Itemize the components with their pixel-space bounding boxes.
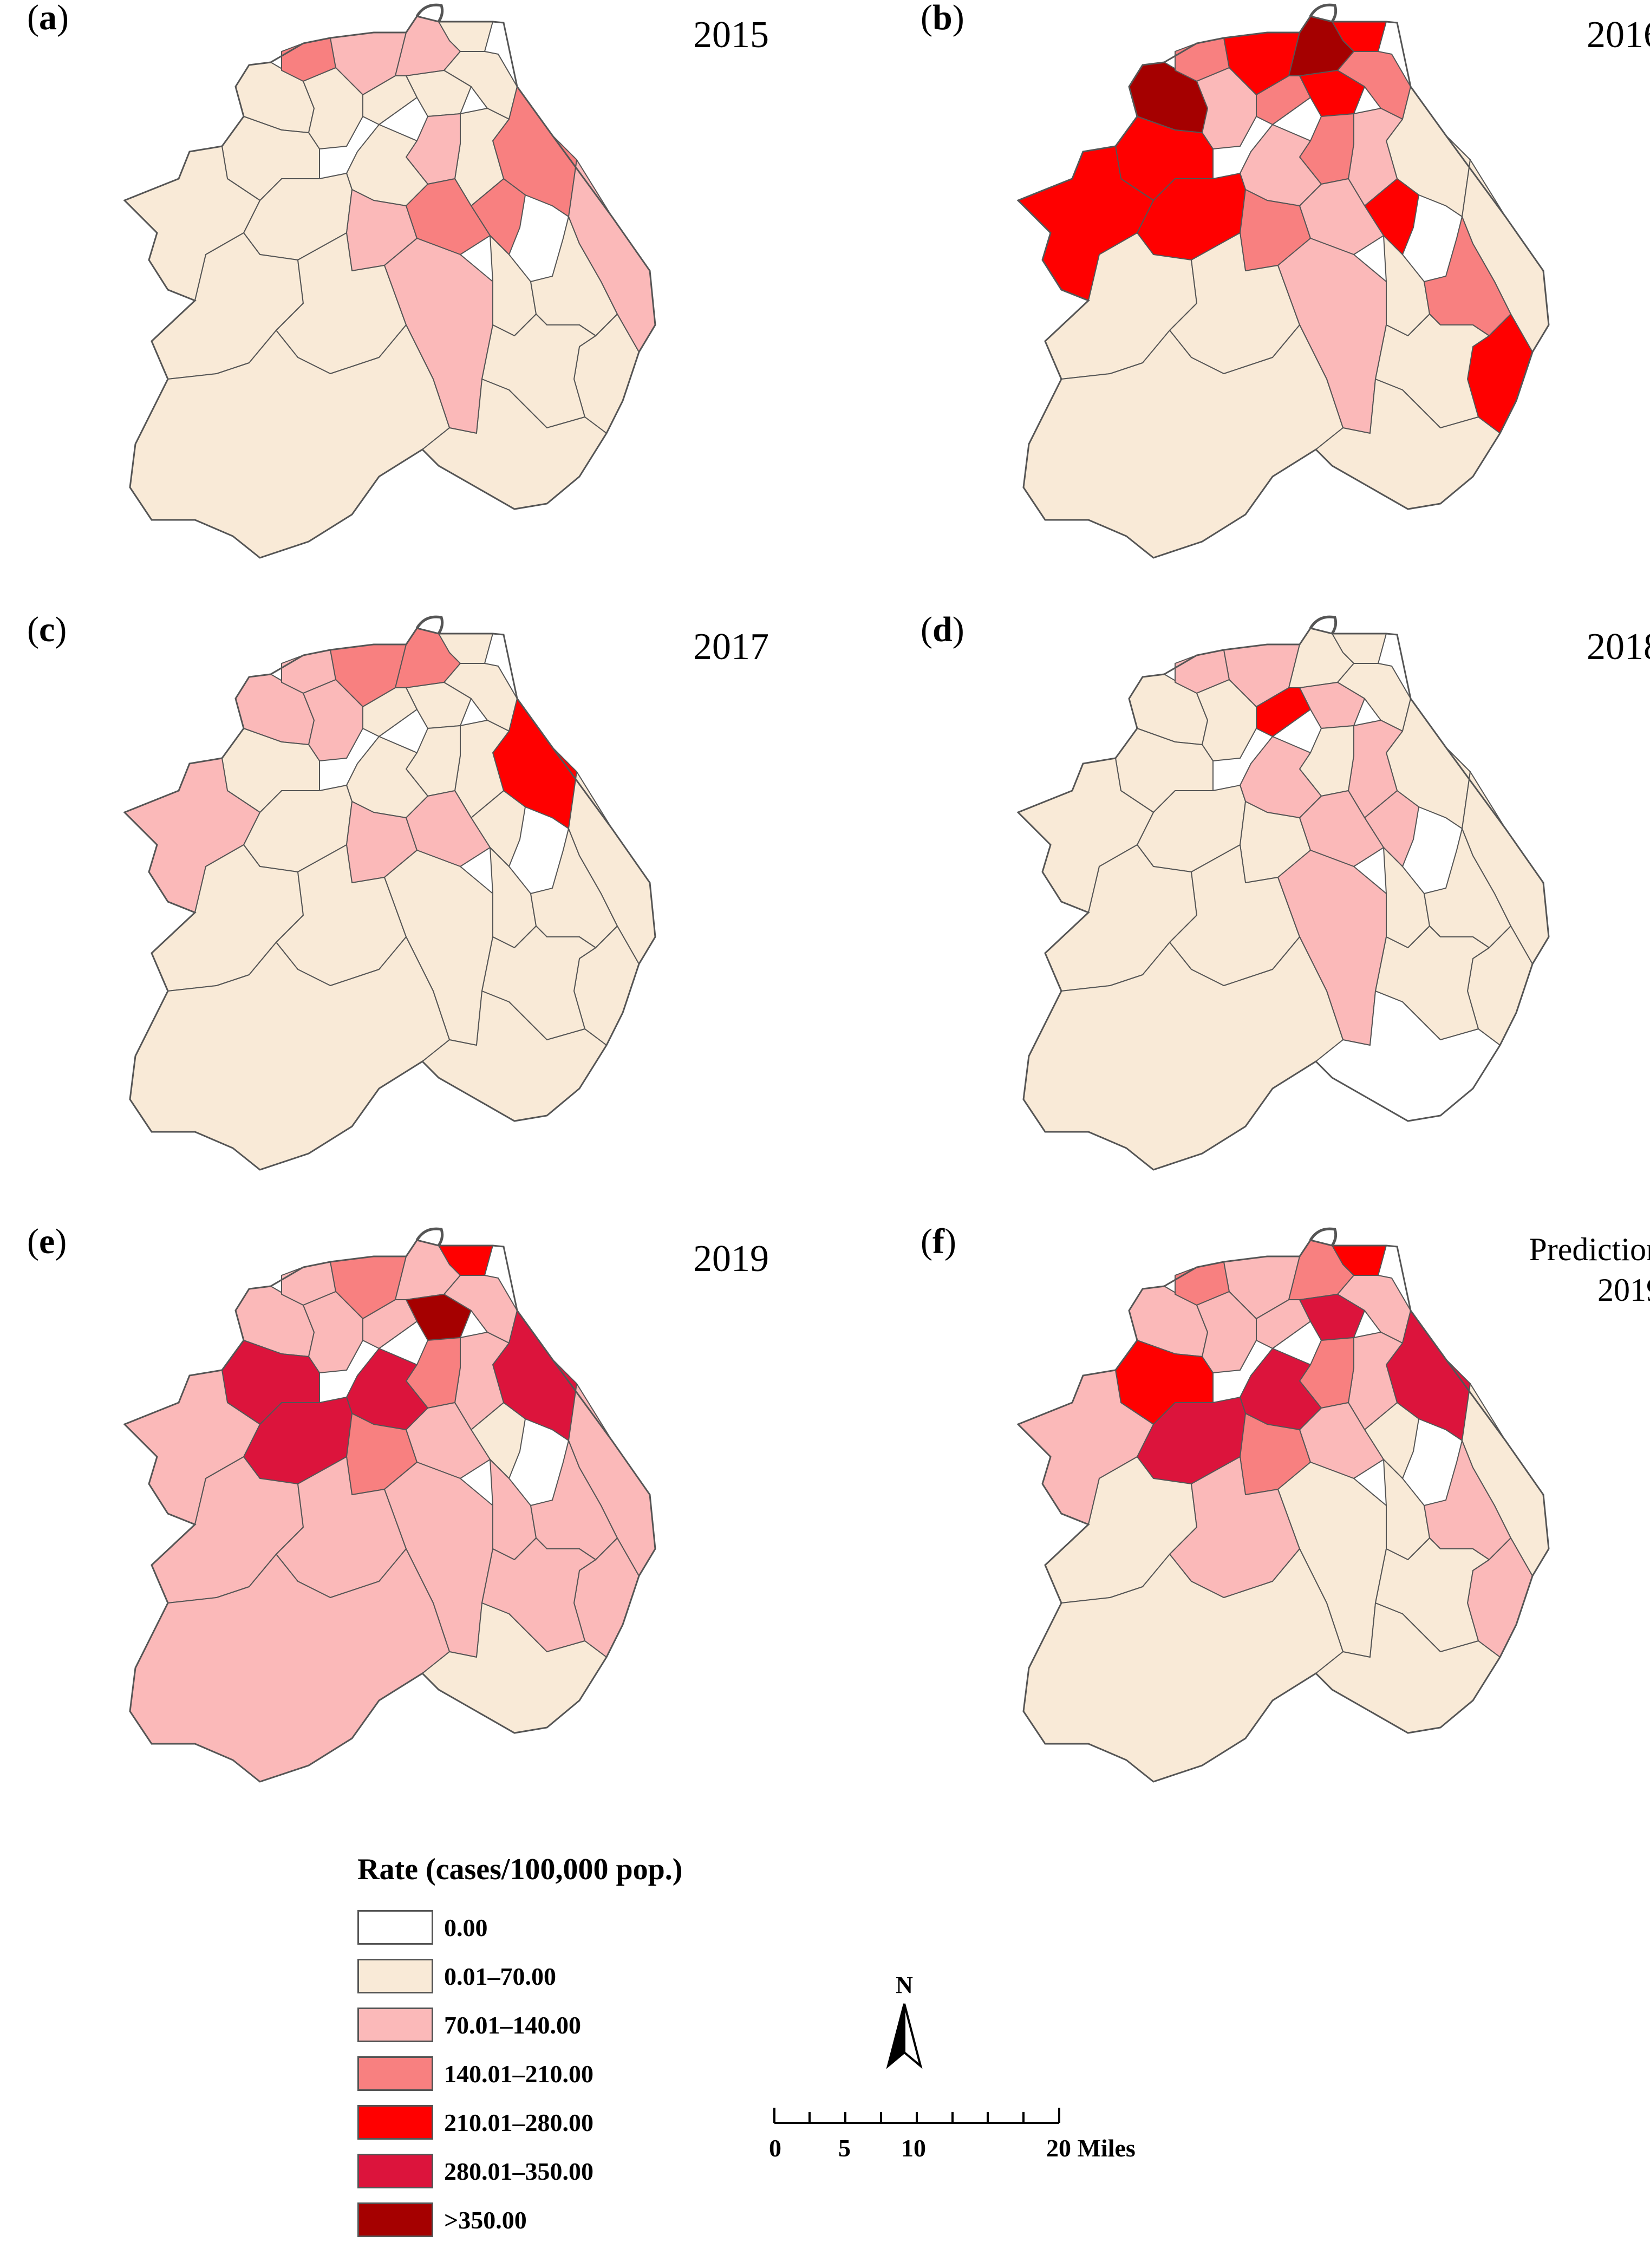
legend-item: 140.01–210.00 <box>357 2049 845 2098</box>
legend-label: 140.01–210.00 <box>444 2060 594 2088</box>
coastline-spit <box>1309 1227 1338 1247</box>
map-outline <box>1016 627 1550 1171</box>
choropleth-map-c <box>123 615 656 1171</box>
panel-letter-open: ( <box>921 610 932 649</box>
panel-title-line-1: Prediction <box>1529 1231 1650 1267</box>
legend-label: >350.00 <box>444 2206 527 2234</box>
panel-letter-d: (d) <box>921 612 964 648</box>
panel-letter-open: ( <box>27 0 39 37</box>
map-outline <box>123 627 656 1171</box>
coastline-spit <box>415 1227 444 1247</box>
panel-title-line-2: 2019 <box>1597 1272 1650 1308</box>
panel-letter-text: f <box>932 1222 944 1261</box>
north-arrow: N <box>866 1971 942 2090</box>
choropleth-map-f <box>1016 1227 1550 1783</box>
legend-swatch <box>357 2008 433 2042</box>
map-panel-f: (f) Prediction 2019 <box>921 1224 1650 1836</box>
legend-item: 280.01–350.00 <box>357 2147 845 2195</box>
panel-letter-e: (e) <box>27 1224 67 1260</box>
map-panel-d: (d) 2018 <box>921 612 1650 1224</box>
map-outline <box>123 1239 656 1783</box>
map-panel-c: (c) 2017 <box>27 612 839 1224</box>
region-r9 <box>1196 679 1257 761</box>
legend: Rate (cases/100,000 pop.) 0.00 0.01–70.00… <box>357 1852 845 2242</box>
map-outline <box>1016 1239 1550 1783</box>
map-panel-a: (a) 2015 <box>27 0 839 612</box>
legend-item: 0.01–70.00 <box>357 1952 845 2000</box>
region-r9 <box>303 679 363 761</box>
region-r9 <box>303 1291 363 1373</box>
panel-letter-b: (b) <box>921 0 964 36</box>
panel-letter-c: (c) <box>27 612 67 648</box>
panel-letter-a: (a) <box>27 0 69 36</box>
legend-swatch <box>357 2105 433 2140</box>
panel-title-f: Prediction 2019 <box>1529 1229 1650 1311</box>
panel-letter-open: ( <box>27 1222 39 1261</box>
legend-item: 70.01–140.00 <box>357 2000 845 2049</box>
map-outline <box>123 15 656 559</box>
panel-letter-close: ) <box>952 0 964 37</box>
legend-swatch <box>357 2202 433 2237</box>
panel-letter-text: b <box>932 0 953 37</box>
panel-letter-close: ) <box>56 0 69 37</box>
panel-letter-close: ) <box>55 610 67 649</box>
region-r9 <box>1196 67 1257 149</box>
choropleth-map-e <box>123 1227 656 1783</box>
coastline-spit <box>415 615 444 635</box>
legend-swatch <box>357 1959 433 1993</box>
map-panel-b: (b) 2016 <box>921 0 1650 612</box>
region-r9 <box>303 67 363 149</box>
scale-tick-20-miles: 20 Miles <box>1046 2134 1136 2162</box>
north-arrow-label: N <box>896 1972 913 1998</box>
scale-bar: 0 5 10 20 Miles <box>758 2101 1148 2177</box>
choropleth-map-b <box>1016 3 1550 559</box>
legend-item: 0.00 <box>357 1903 845 1952</box>
panel-title-line-1: 2016 <box>1587 14 1650 56</box>
panel-letter-open: ( <box>921 0 932 37</box>
legend-title: Rate (cases/100,000 pop.) <box>357 1853 683 1886</box>
legend-item: 210.01–280.00 <box>357 2098 845 2147</box>
panel-letter-text: d <box>932 610 953 649</box>
scale-tick-0: 0 <box>769 2134 781 2162</box>
panel-letter-f: (f) <box>921 1224 956 1260</box>
legend-swatch <box>357 2154 433 2188</box>
legend-label: 0.01–70.00 <box>444 1962 556 1990</box>
region-r9 <box>1196 1291 1257 1373</box>
panel-letter-text: a <box>38 0 57 37</box>
legend-swatch <box>357 2056 433 2091</box>
panel-letter-close: ) <box>952 610 964 649</box>
panel-letter-close: ) <box>944 1222 956 1261</box>
panel-title-d: 2018 <box>1587 628 1650 666</box>
choropleth-map-a <box>123 3 656 559</box>
map-outline <box>1016 15 1550 559</box>
panel-letter-text: e <box>38 1222 55 1261</box>
scale-tick-5: 5 <box>838 2134 851 2162</box>
legend-swatch <box>357 1910 433 1945</box>
panel-letter-open: ( <box>921 1222 932 1261</box>
panel-title-line-1: 2017 <box>693 626 769 668</box>
choropleth-map-d <box>1016 615 1550 1171</box>
coastline-spit <box>1309 3 1338 23</box>
coastline-spit <box>415 3 444 23</box>
panel-title-b: 2016 <box>1587 16 1650 54</box>
panel-title-a: 2015 <box>693 16 769 54</box>
panel-letter-text: c <box>38 610 55 649</box>
legend-item: >350.00 <box>357 2195 845 2244</box>
panel-title-c: 2017 <box>693 628 769 666</box>
legend-label: 70.01–140.00 <box>444 2011 581 2039</box>
legend-label: 0.00 <box>444 1913 488 1941</box>
panel-title-line-1: 2019 <box>693 1238 769 1280</box>
coastline-spit <box>1309 615 1338 635</box>
panel-title-line-1: 2018 <box>1587 626 1650 668</box>
map-panel-e: (e) 2019 <box>27 1224 839 1836</box>
panel-letter-close: ) <box>55 1222 67 1261</box>
panel-title-e: 2019 <box>693 1240 769 1278</box>
panel-letter-open: ( <box>27 610 39 649</box>
scale-tick-10: 10 <box>901 2134 926 2162</box>
legend-label: 280.01–350.00 <box>444 2157 594 2185</box>
panel-title-line-1: 2015 <box>693 14 769 56</box>
legend-label: 210.01–280.00 <box>444 2108 594 2136</box>
